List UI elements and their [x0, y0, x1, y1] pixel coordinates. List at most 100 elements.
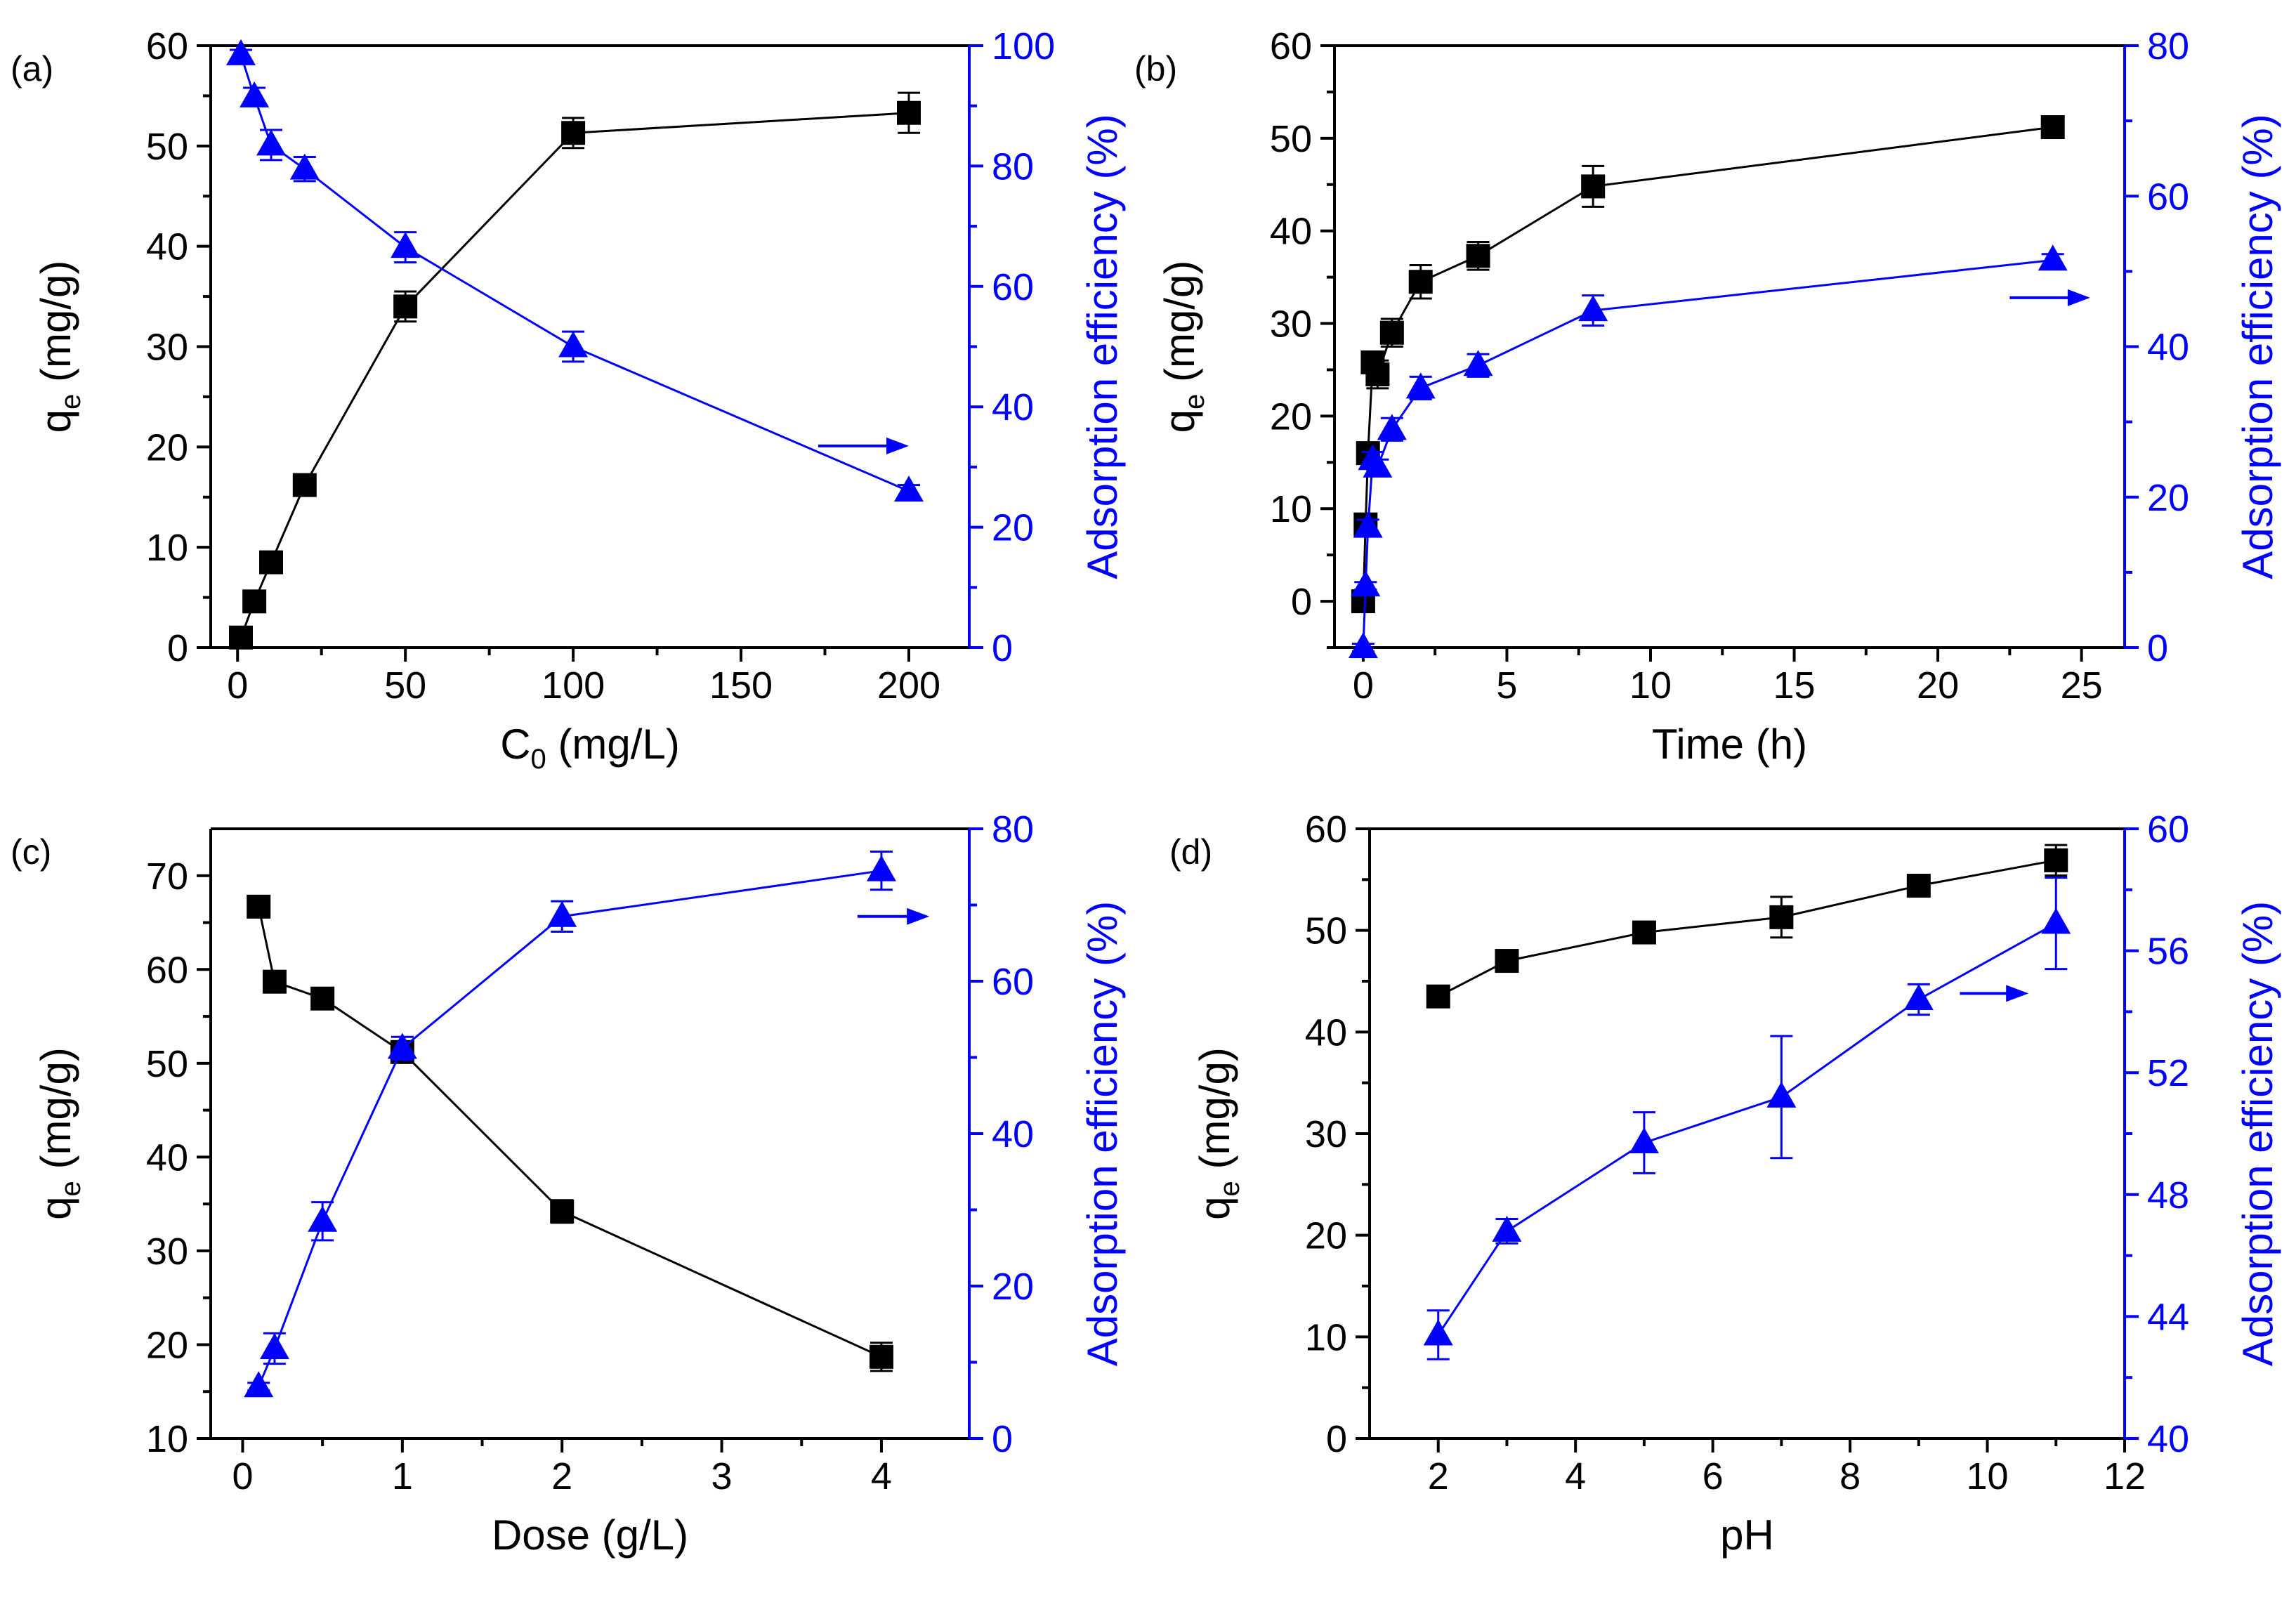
data-point-square [310, 986, 335, 1011]
series-adsorption-efficiency [244, 851, 896, 1398]
data-point-triangle [1578, 295, 1608, 322]
data-point-square [1379, 320, 1404, 345]
series-qe [1351, 115, 2065, 614]
y-axis-title-sub: e [55, 394, 86, 409]
x-tick-label: 12 [2104, 1455, 2146, 1497]
y-axis-title-unit: (mg/g) [1156, 261, 1203, 394]
data-point-square [550, 1199, 575, 1224]
y2-tick-label: 52 [2147, 1052, 2189, 1094]
x-tick-label: 100 [542, 664, 605, 707]
y-tick-label: 40 [146, 1136, 188, 1179]
x-tick-label: 0 [1353, 664, 1374, 707]
y-axis-title-unit: (mg/g) [1191, 1047, 1238, 1181]
data-point-triangle [1463, 350, 1493, 376]
x-tick-label: 4 [1565, 1455, 1586, 1497]
data-point-square [1906, 874, 1931, 898]
arrow-head [886, 437, 909, 454]
data-point-square [259, 550, 284, 575]
y-tick-label: 20 [146, 426, 188, 468]
x-tick-label: 0 [227, 664, 248, 707]
x-axis-title-main: pH [1720, 1512, 1774, 1559]
x-tick-label: 6 [1703, 1455, 1724, 1497]
x-axis-title-sub: 0 [531, 744, 546, 775]
y2-axis-title: Adsorption efficiency (%) [1079, 901, 1126, 1367]
data-point-square [896, 100, 921, 125]
x-tick-label: 25 [2061, 664, 2103, 707]
data-point-square [262, 969, 287, 994]
y-tick-label: 10 [146, 527, 188, 569]
y-axis-title-unit: (mg/g) [32, 261, 79, 394]
data-point-square [869, 1344, 893, 1369]
x-axis-title-unit: (h) [1744, 721, 1807, 768]
data-point-square [1426, 984, 1450, 1009]
x-axis-title-main: Time [1652, 721, 1744, 768]
y2-tick-label: 48 [2147, 1174, 2189, 1217]
y2-tick-label: 40 [2147, 1418, 2189, 1460]
x-axis-title: Dose (g/L) [492, 1512, 688, 1559]
x-axis-title-unit: (mg/L) [546, 721, 680, 768]
y2-tick-label: 0 [992, 627, 1013, 669]
x-tick-label: 10 [1967, 1455, 2009, 1497]
y2-tick-label: 56 [2147, 931, 2189, 973]
y-tick-label: 50 [1305, 910, 1347, 952]
data-point-triangle [240, 81, 270, 107]
data-point-triangle [558, 331, 589, 358]
data-point-triangle [2041, 907, 2071, 934]
data-point-square [1408, 270, 1433, 294]
data-point-triangle [1766, 1081, 1797, 1108]
y-tick-label: 60 [146, 949, 188, 991]
data-point-square [1495, 949, 1519, 973]
y-tick-label: 40 [1270, 211, 1312, 253]
x-tick-label: 5 [1496, 664, 1517, 707]
x-tick-label: 50 [384, 664, 426, 707]
y-axis-title-sub: e [1179, 394, 1210, 409]
y-axis-title-main: q [32, 1196, 79, 1219]
y-tick-label: 30 [146, 1231, 188, 1273]
data-point-square [2044, 848, 2068, 872]
data-point-triangle [1363, 451, 1393, 478]
series-qe [229, 91, 921, 650]
chart-panel-a: (a) 0 50 100 150 200 0 10 20 30 40 50 60 0 20 40 60 80 100… [11, 25, 1126, 775]
y-tick-label: 30 [1270, 303, 1312, 346]
data-point-square [242, 589, 267, 614]
y-tick-label: 40 [146, 226, 188, 268]
data-point-square [1581, 174, 1606, 199]
x-tick-label: 15 [1773, 664, 1816, 707]
data-point-triangle [308, 1205, 338, 1232]
y-axis-title-main: q [1156, 409, 1203, 433]
series-line [1438, 859, 2056, 998]
chart-panel-c: (c) 0 1 2 3 4 10 20 30 40 50 60 70 0 20 40 60 80 Dose (g/L… [11, 808, 1126, 1559]
y-axis-title-main: q [1191, 1196, 1238, 1219]
y-tick-label: 30 [1305, 1113, 1347, 1155]
data-point-triangle [1629, 1127, 1659, 1154]
series-line [1362, 126, 2053, 602]
y2-axis-title: Adsorption efficiency (%) [2234, 114, 2281, 579]
arrow-head [2006, 985, 2029, 1002]
data-point-triangle [244, 1371, 274, 1398]
data-point-triangle [289, 153, 320, 180]
y-tick-label: 20 [1305, 1215, 1347, 1257]
x-tick-label: 20 [1917, 664, 1959, 707]
y-axis-title: qe (mg/g) [32, 261, 86, 433]
data-point-triangle [1348, 632, 1378, 658]
y-tick-label: 0 [1291, 581, 1312, 623]
series-adsorption-efficiency [1348, 244, 2068, 658]
y2-tick-label: 20 [2147, 477, 2189, 519]
panel-label: (c) [11, 832, 51, 872]
series-qe [247, 894, 893, 1372]
x-axis-title-main: Dose [492, 1512, 590, 1559]
x-axis-title: C0 (mg/L) [500, 721, 680, 775]
data-point-square [1365, 362, 1390, 387]
data-point-triangle [1377, 414, 1407, 440]
y-tick-label: 50 [1270, 118, 1312, 160]
panel-label: (a) [11, 49, 53, 88]
data-point-triangle [1492, 1215, 1522, 1242]
data-point-square [292, 473, 317, 497]
y2-tick-label: 100 [992, 25, 1055, 67]
data-point-triangle [1351, 570, 1381, 597]
y2-tick-label: 40 [992, 386, 1034, 428]
y2-tick-label: 0 [992, 1418, 1013, 1460]
y-tick-label: 50 [146, 126, 188, 168]
y2-tick-label: 44 [2147, 1296, 2189, 1338]
